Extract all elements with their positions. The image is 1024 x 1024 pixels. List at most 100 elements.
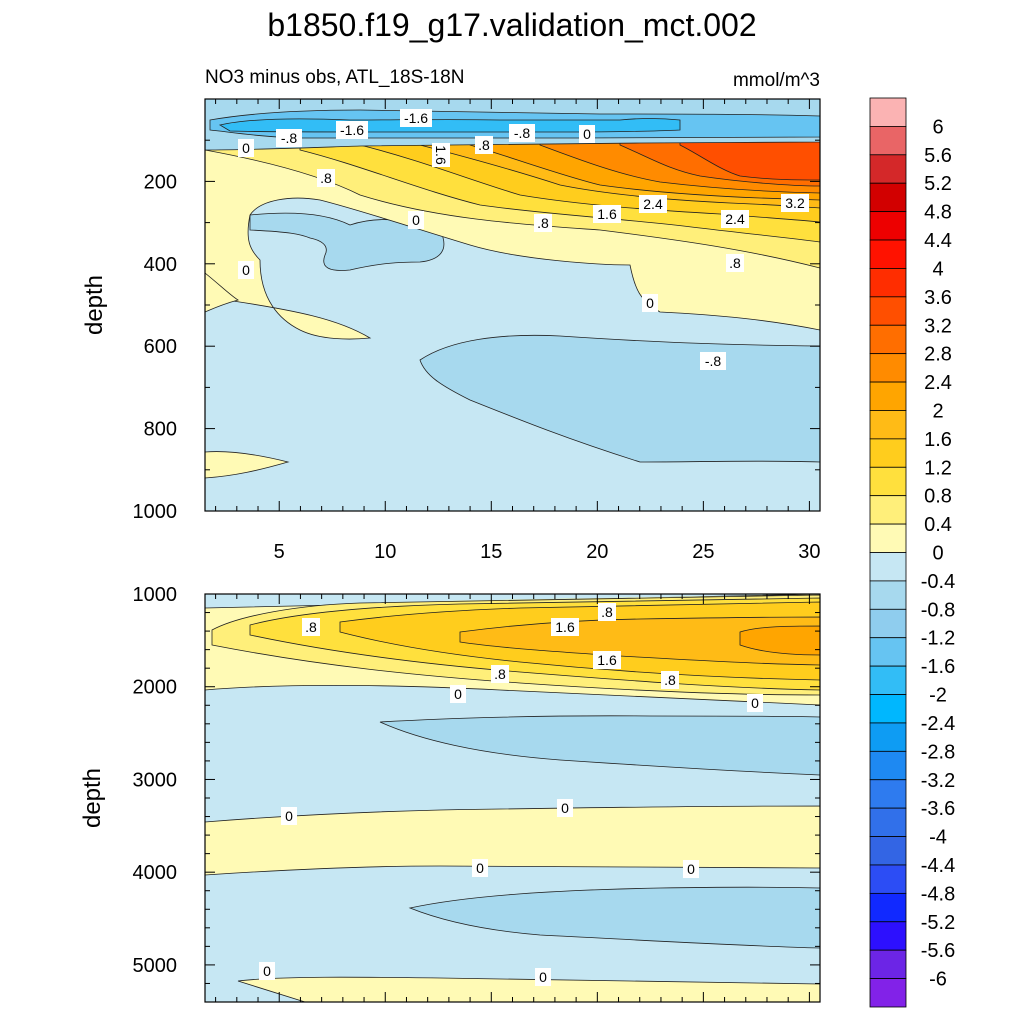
top-region-mid-left-pos <box>205 272 239 313</box>
colorbar-label: 2 <box>932 400 943 422</box>
colorbar-label: 4.8 <box>924 202 952 224</box>
colorbar: 6 5.6 5.2 4.8 4.4 4 3.6 3.2 2.8 2.4 2 1.6 1.2 0.8 0.4 0… <box>869 97 955 1008</box>
svg-text:-.8: -.8 <box>281 130 298 146</box>
top-region-neg-upper <box>249 212 445 271</box>
top-contour-label: 0 <box>408 211 424 229</box>
top-contour-label: -.8 <box>509 124 535 142</box>
colorbar-swatch <box>869 580 907 610</box>
top-x-ticks: 5 10 15 20 25 30 <box>215 99 821 563</box>
bottom-region-nadw-1.6 <box>459 616 820 666</box>
x-tick-label: 15 <box>480 541 502 563</box>
svg-text:.8: .8 <box>494 666 506 682</box>
svg-text:1.6: 1.6 <box>597 652 617 668</box>
svg-text:0: 0 <box>561 800 569 816</box>
svg-text:0: 0 <box>263 963 271 979</box>
colorbar-label: 3.6 <box>924 287 952 309</box>
y-tick-label: 600 <box>144 336 177 358</box>
top-y-axis-label: depth <box>81 275 108 335</box>
svg-text:0: 0 <box>583 126 591 142</box>
svg-text:0: 0 <box>242 140 250 156</box>
svg-text:0: 0 <box>687 861 695 877</box>
colorbar-label: -2.8 <box>921 741 955 763</box>
svg-text:-.8: -.8 <box>705 353 722 369</box>
colorbar-swatch <box>869 182 907 213</box>
colorbar-swatch <box>869 466 907 497</box>
colorbar-swatch <box>869 523 907 553</box>
bottom-contour-label: 1.6 <box>593 651 621 669</box>
svg-text:0: 0 <box>412 212 420 228</box>
top-contour-label: .8 <box>726 254 744 272</box>
colorbar-swatch <box>869 211 907 241</box>
svg-text:0: 0 <box>285 808 293 824</box>
chart-title: b1850.f19_g17.validation_mct.002 <box>267 7 756 43</box>
bottom-region-neg-2500 <box>379 715 820 776</box>
colorbar-swatch <box>869 722 907 752</box>
top-contour-label: 1.6 <box>593 205 621 223</box>
colorbar-label: 0 <box>932 543 943 565</box>
svg-text:2.4: 2.4 <box>643 196 663 212</box>
colorbar-label: 3.2 <box>924 315 952 337</box>
colorbar-swatch <box>869 978 907 1008</box>
colorbar-label: 1.6 <box>924 429 952 451</box>
svg-text:0: 0 <box>751 695 759 711</box>
bottom-region-pos-3500 <box>205 805 820 876</box>
colorbar-swatch <box>869 268 907 298</box>
bottom-contour-label: 0 <box>747 694 763 712</box>
top-contour-label: 0 <box>238 139 254 157</box>
colorbar-swatch <box>869 154 907 184</box>
colorbar-swatch <box>869 665 907 695</box>
svg-text:2.4: 2.4 <box>725 211 745 227</box>
colorbar-swatch <box>869 892 907 923</box>
svg-text:0: 0 <box>454 686 462 702</box>
colorbar-label: -4.8 <box>921 883 955 905</box>
colorbar-swatch <box>869 438 907 468</box>
svg-text:0: 0 <box>646 295 654 311</box>
svg-text:1.6: 1.6 <box>597 206 617 222</box>
y-tick-label: 3000 <box>133 769 178 791</box>
bottom-contour-label: 0 <box>259 962 275 980</box>
top-contour-label: 0 <box>579 125 595 143</box>
bottom-y-ticks: 1000 2000 3000 4000 5000 <box>133 584 820 1003</box>
panel-subtitle: NO3 minus obs, ATL_18S-18N <box>205 67 464 88</box>
colorbar-swatch <box>869 410 907 440</box>
top-contour-label: .8 <box>534 214 552 232</box>
svg-text:0: 0 <box>242 262 250 278</box>
bottom-contour-label: 0 <box>683 860 699 878</box>
y-tick-label: 5000 <box>133 955 178 977</box>
top-contour-label: 0 <box>238 261 254 279</box>
svg-text:1.6: 1.6 <box>433 145 449 165</box>
x-tick-label: 20 <box>586 541 608 563</box>
colorbar-label: -4 <box>929 827 947 849</box>
bottom-contour-label: .8 <box>661 671 679 689</box>
colorbar-swatch <box>869 694 907 724</box>
x-tick-label: 25 <box>692 541 714 563</box>
top-contour-label: 2.4 <box>721 210 749 228</box>
svg-text:.8: .8 <box>664 672 676 688</box>
bottom-x-ticks <box>215 594 810 1002</box>
colorbar-swatch <box>869 97 907 127</box>
top-contour-label: 0 <box>642 294 658 312</box>
svg-text:.8: .8 <box>537 215 549 231</box>
colorbar-label: -2 <box>929 685 947 707</box>
colorbar-label: -6 <box>929 969 947 991</box>
y-tick-label: 1000 <box>133 584 178 606</box>
colorbar-swatch <box>869 750 907 781</box>
svg-text:0: 0 <box>476 860 484 876</box>
colorbar-swatch <box>869 608 907 639</box>
colorbar-swatch <box>869 353 907 383</box>
bottom-contour-label: 0 <box>535 968 551 986</box>
svg-text:3.2: 3.2 <box>785 195 805 211</box>
y-tick-label: 2000 <box>133 677 178 699</box>
colorbar-label: 0.4 <box>924 514 952 536</box>
top-contour-label: .8 <box>475 136 493 154</box>
y-tick-label: 200 <box>144 171 177 193</box>
svg-text:.8: .8 <box>729 255 741 271</box>
colorbar-swatch <box>869 239 907 269</box>
colorbar-swatch <box>869 949 907 979</box>
colorbar-label: 2.8 <box>924 344 952 366</box>
colorbar-swatch <box>869 296 907 326</box>
colorbar-swatch <box>869 807 907 837</box>
bottom-region-neg-4500 <box>408 886 820 949</box>
x-tick-label: 30 <box>798 541 820 563</box>
colorbar-swatch <box>869 324 907 355</box>
